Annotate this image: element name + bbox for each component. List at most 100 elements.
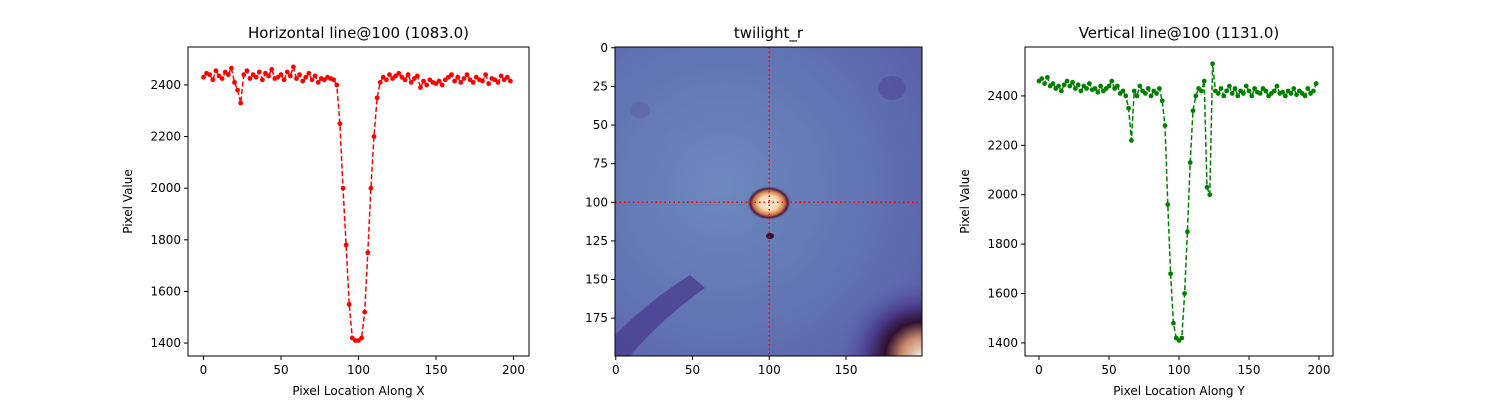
data-point (1157, 86, 1162, 91)
data-point (1171, 320, 1176, 326)
chart-title: Vertical line@100 (1131.0) (1079, 24, 1280, 42)
data-point (1302, 93, 1308, 99)
data-point (260, 77, 265, 83)
data-point (1263, 88, 1269, 94)
data-point (455, 74, 461, 80)
y-tick-label: 125 (585, 234, 608, 248)
data-point (1199, 88, 1204, 94)
image (615, 47, 922, 356)
data-point (1201, 78, 1207, 84)
data-point (1305, 86, 1311, 91)
data-point (291, 64, 296, 70)
data-point (1087, 81, 1092, 86)
data-point (1224, 88, 1229, 94)
data-point (346, 301, 352, 307)
y-tick-label: 1600 (987, 287, 1018, 301)
data-point (1229, 91, 1235, 96)
x-tick-label: 100 (1168, 363, 1191, 377)
data-point (368, 185, 374, 191)
data-point (334, 82, 340, 88)
y-tick-label: 1800 (150, 233, 181, 247)
data-point (1313, 81, 1319, 86)
axes-frame (1024, 46, 1334, 357)
y-tick-label: 2200 (150, 130, 181, 144)
data-point (284, 69, 290, 75)
data-point (1185, 229, 1190, 235)
data-point (287, 73, 293, 79)
data-point (436, 78, 442, 84)
data-point (1168, 271, 1173, 277)
y-axis-label: Pixel Value (121, 169, 135, 234)
x-tick-label: 100 (758, 363, 781, 377)
data-point (297, 72, 302, 78)
data-point (1280, 89, 1285, 95)
data-point (1129, 137, 1134, 143)
data-point (337, 121, 343, 127)
y-tick-label: 2400 (150, 78, 181, 92)
data-point (1274, 83, 1280, 89)
image-blob (878, 76, 906, 100)
data-point (1227, 83, 1232, 89)
data-point (1134, 93, 1140, 99)
x-tick-label: 0 (1035, 363, 1043, 377)
data-point (1143, 91, 1148, 96)
data-point (1056, 83, 1061, 89)
data-point (1092, 86, 1098, 91)
data-point (1098, 83, 1103, 89)
image-corner (840, 280, 922, 356)
y-tick-label: 25 (593, 79, 608, 93)
data-point (374, 95, 380, 101)
data-point (1120, 88, 1126, 94)
data-point (362, 309, 368, 315)
y-tick-label: 1800 (987, 237, 1018, 251)
data-point (294, 76, 299, 81)
y-tick-label: 2000 (150, 181, 181, 195)
data-point (1045, 74, 1050, 80)
y-tick-label: 2400 (987, 89, 1018, 103)
data-point (1243, 83, 1249, 89)
x-tick-label: 50 (685, 363, 700, 377)
data-point (405, 72, 411, 78)
data-point (340, 185, 346, 191)
y-tick-label: 75 (593, 157, 608, 171)
data-point (1148, 93, 1154, 99)
data-point (1059, 88, 1064, 94)
data-point (1182, 291, 1187, 296)
data-point (309, 77, 315, 83)
data-point (244, 68, 250, 74)
y-tick-label: 1400 (987, 336, 1018, 350)
y-tick-label: 2000 (987, 188, 1018, 202)
data-point (1165, 202, 1171, 207)
data-point (331, 77, 337, 83)
y-tick-label: 175 (585, 311, 608, 325)
data-point (1073, 86, 1078, 91)
data-point (1291, 86, 1297, 91)
data-point (1187, 160, 1193, 165)
data-point (207, 72, 213, 78)
y-tick-label: 1600 (150, 284, 181, 298)
y-tick-label: 0 (600, 41, 608, 55)
data-point (1154, 91, 1159, 96)
x-axis-label: Pixel Location Along Y (1113, 384, 1245, 398)
data-point (377, 79, 383, 85)
data-point (480, 78, 485, 84)
data-point (1162, 123, 1168, 128)
x-tick-label: 0 (200, 363, 208, 377)
data-point (1190, 108, 1196, 114)
x-tick-label: 150 (835, 363, 858, 377)
data-point (504, 74, 510, 80)
data-point (1179, 335, 1185, 341)
data-point (1271, 88, 1277, 94)
data-point (1221, 93, 1227, 99)
data-point (458, 79, 464, 85)
data-point (387, 72, 392, 78)
x-tick-label: 200 (502, 363, 525, 377)
chart-title: Horizontal line@100 (1083.0) (248, 24, 469, 42)
data-point (219, 76, 225, 81)
data-point (1241, 91, 1246, 96)
image-blob (630, 102, 650, 118)
data-point (1218, 86, 1224, 91)
data-point (464, 72, 470, 78)
data-point (421, 78, 426, 84)
